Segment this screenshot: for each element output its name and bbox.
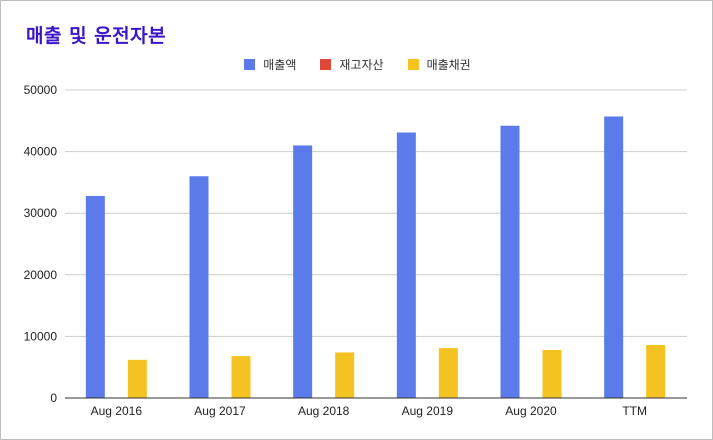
legend-item-receivables[interactable]: 매출채권 <box>407 56 471 73</box>
bar-s2-c5[interactable] <box>646 345 666 398</box>
bar-s0-c1[interactable] <box>189 176 209 398</box>
legend-swatch-inventory <box>320 59 332 70</box>
x-tick-label-1: Aug 2017 <box>194 404 246 418</box>
bars <box>85 116 666 398</box>
bar-s2-c0[interactable] <box>127 359 147 398</box>
bar-s2-c2[interactable] <box>335 352 355 398</box>
bar-s0-c5[interactable] <box>604 116 624 398</box>
chart-title: 매출 및 운전자본 <box>26 25 167 47</box>
bar-s2-c4[interactable] <box>542 349 562 398</box>
x-tick-label-4: Aug 2020 <box>505 404 557 418</box>
bar-s0-c2[interactable] <box>293 145 313 398</box>
axes: 0 10000 20000 30000 40000 50000 Aug 2016 Aug 20… <box>24 83 687 418</box>
bar-s0-c4[interactable] <box>500 125 520 398</box>
legend-item-sales[interactable]: 매출액 <box>244 56 296 73</box>
x-tick-label-0: Aug 2016 <box>91 404 143 418</box>
bar-s2-c3[interactable] <box>438 348 458 398</box>
y-tick-label-5: 50000 <box>24 83 58 97</box>
y-tick-label-0: 0 <box>50 391 57 405</box>
chart-legend: 매출액 재고자산 매출채권 <box>1 56 713 73</box>
legend-label-sales: 매출액 <box>263 58 297 72</box>
legend-swatch-receivables <box>407 59 419 70</box>
y-tick-label-4: 40000 <box>24 145 58 159</box>
legend-label-receivables: 매출채권 <box>426 58 471 72</box>
grid-lines <box>65 89 687 337</box>
x-tick-label-5: TTM <box>622 404 647 418</box>
legend-swatch-sales <box>244 59 256 70</box>
legend-item-inventory[interactable]: 재고자산 <box>320 56 384 73</box>
bar-s0-c3[interactable] <box>396 132 416 398</box>
y-tick-label-3: 30000 <box>24 206 58 220</box>
y-tick-label-2: 20000 <box>24 268 58 282</box>
y-tick-label-1: 10000 <box>24 329 58 343</box>
bar-s0-c0[interactable] <box>85 195 105 398</box>
bar-s2-c1[interactable] <box>231 356 251 398</box>
legend-label-inventory: 재고자산 <box>339 58 384 72</box>
x-tick-label-2: Aug 2018 <box>298 404 350 418</box>
x-tick-label-3: Aug 2019 <box>402 404 454 418</box>
